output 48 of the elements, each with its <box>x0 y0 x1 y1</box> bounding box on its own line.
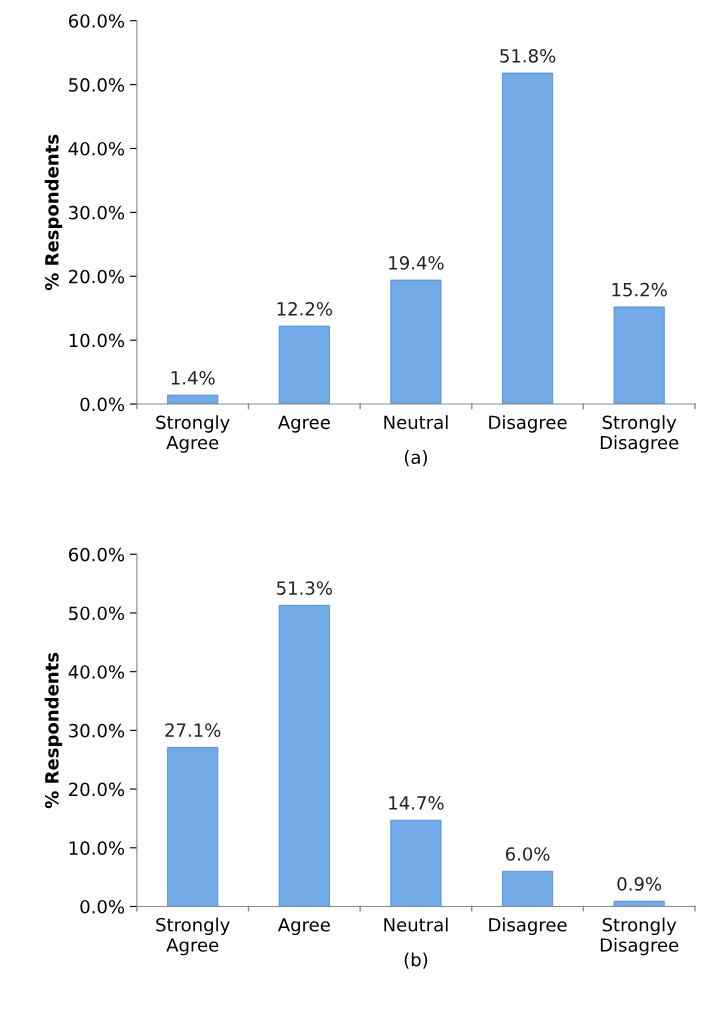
data-label: 1.4% <box>171 371 215 385</box>
x-tick-label: Disagree <box>489 415 567 433</box>
y-tick-label: 40.0% <box>68 665 125 679</box>
data-label: 51.3% <box>277 581 332 595</box>
y-tick-label: 60.0% <box>68 14 125 28</box>
y-axis-title: % Respondents <box>44 134 63 291</box>
bar <box>502 870 554 907</box>
y-axis-title: % Respondents <box>44 652 63 809</box>
y-tick-label: 0.0% <box>80 397 125 412</box>
data-label: 12.2% <box>277 302 332 316</box>
x-tick-label: Strongly Disagree <box>600 415 679 453</box>
bar <box>278 604 330 907</box>
x-axis-title: (b) <box>404 952 428 969</box>
x-tick-label: Strongly Agree <box>156 917 230 956</box>
data-label: 6.0% <box>505 847 550 861</box>
data-label: 27.1% <box>165 723 221 737</box>
y-tick-label: 30.0% <box>69 723 125 738</box>
x-axis-title: (a) <box>404 450 427 467</box>
data-label: 51.8% <box>500 49 556 63</box>
data-label: 15.2% <box>612 282 667 297</box>
x-tick-label: Neutral <box>384 415 448 430</box>
bar <box>613 306 665 405</box>
bar <box>613 900 665 907</box>
x-tick-label: Disagree <box>489 917 567 936</box>
bar <box>167 394 219 405</box>
bar <box>390 819 442 907</box>
x-tick-label: Agree <box>277 918 330 936</box>
bar <box>390 279 442 405</box>
y-tick-label: 10.0% <box>69 841 125 855</box>
y-tick-label: 50.0% <box>69 78 125 92</box>
y-tick-label: 20.0% <box>69 269 125 284</box>
bar <box>502 72 554 405</box>
x-tick-label: Neutral <box>384 917 448 932</box>
x-tick-label: Agree <box>277 415 330 433</box>
x-tick-label: Strongly Disagree <box>600 917 679 956</box>
x-tick-label: Strongly Agree <box>156 415 230 453</box>
y-tick-label: 0.0% <box>80 899 125 914</box>
data-label: 14.7% <box>389 796 444 810</box>
y-tick-label: 30.0% <box>69 205 125 220</box>
y-tick-label: 10.0% <box>69 333 125 348</box>
y-tick-label: 40.0% <box>68 141 125 156</box>
data-label: 19.4% <box>389 256 444 270</box>
y-tick-label: 20.0% <box>69 782 125 797</box>
data-label: 0.9% <box>617 877 662 891</box>
bar <box>278 325 330 405</box>
bar <box>167 746 219 907</box>
y-tick-label: 60.0% <box>68 547 125 562</box>
y-tick-label: 50.0% <box>69 606 125 621</box>
